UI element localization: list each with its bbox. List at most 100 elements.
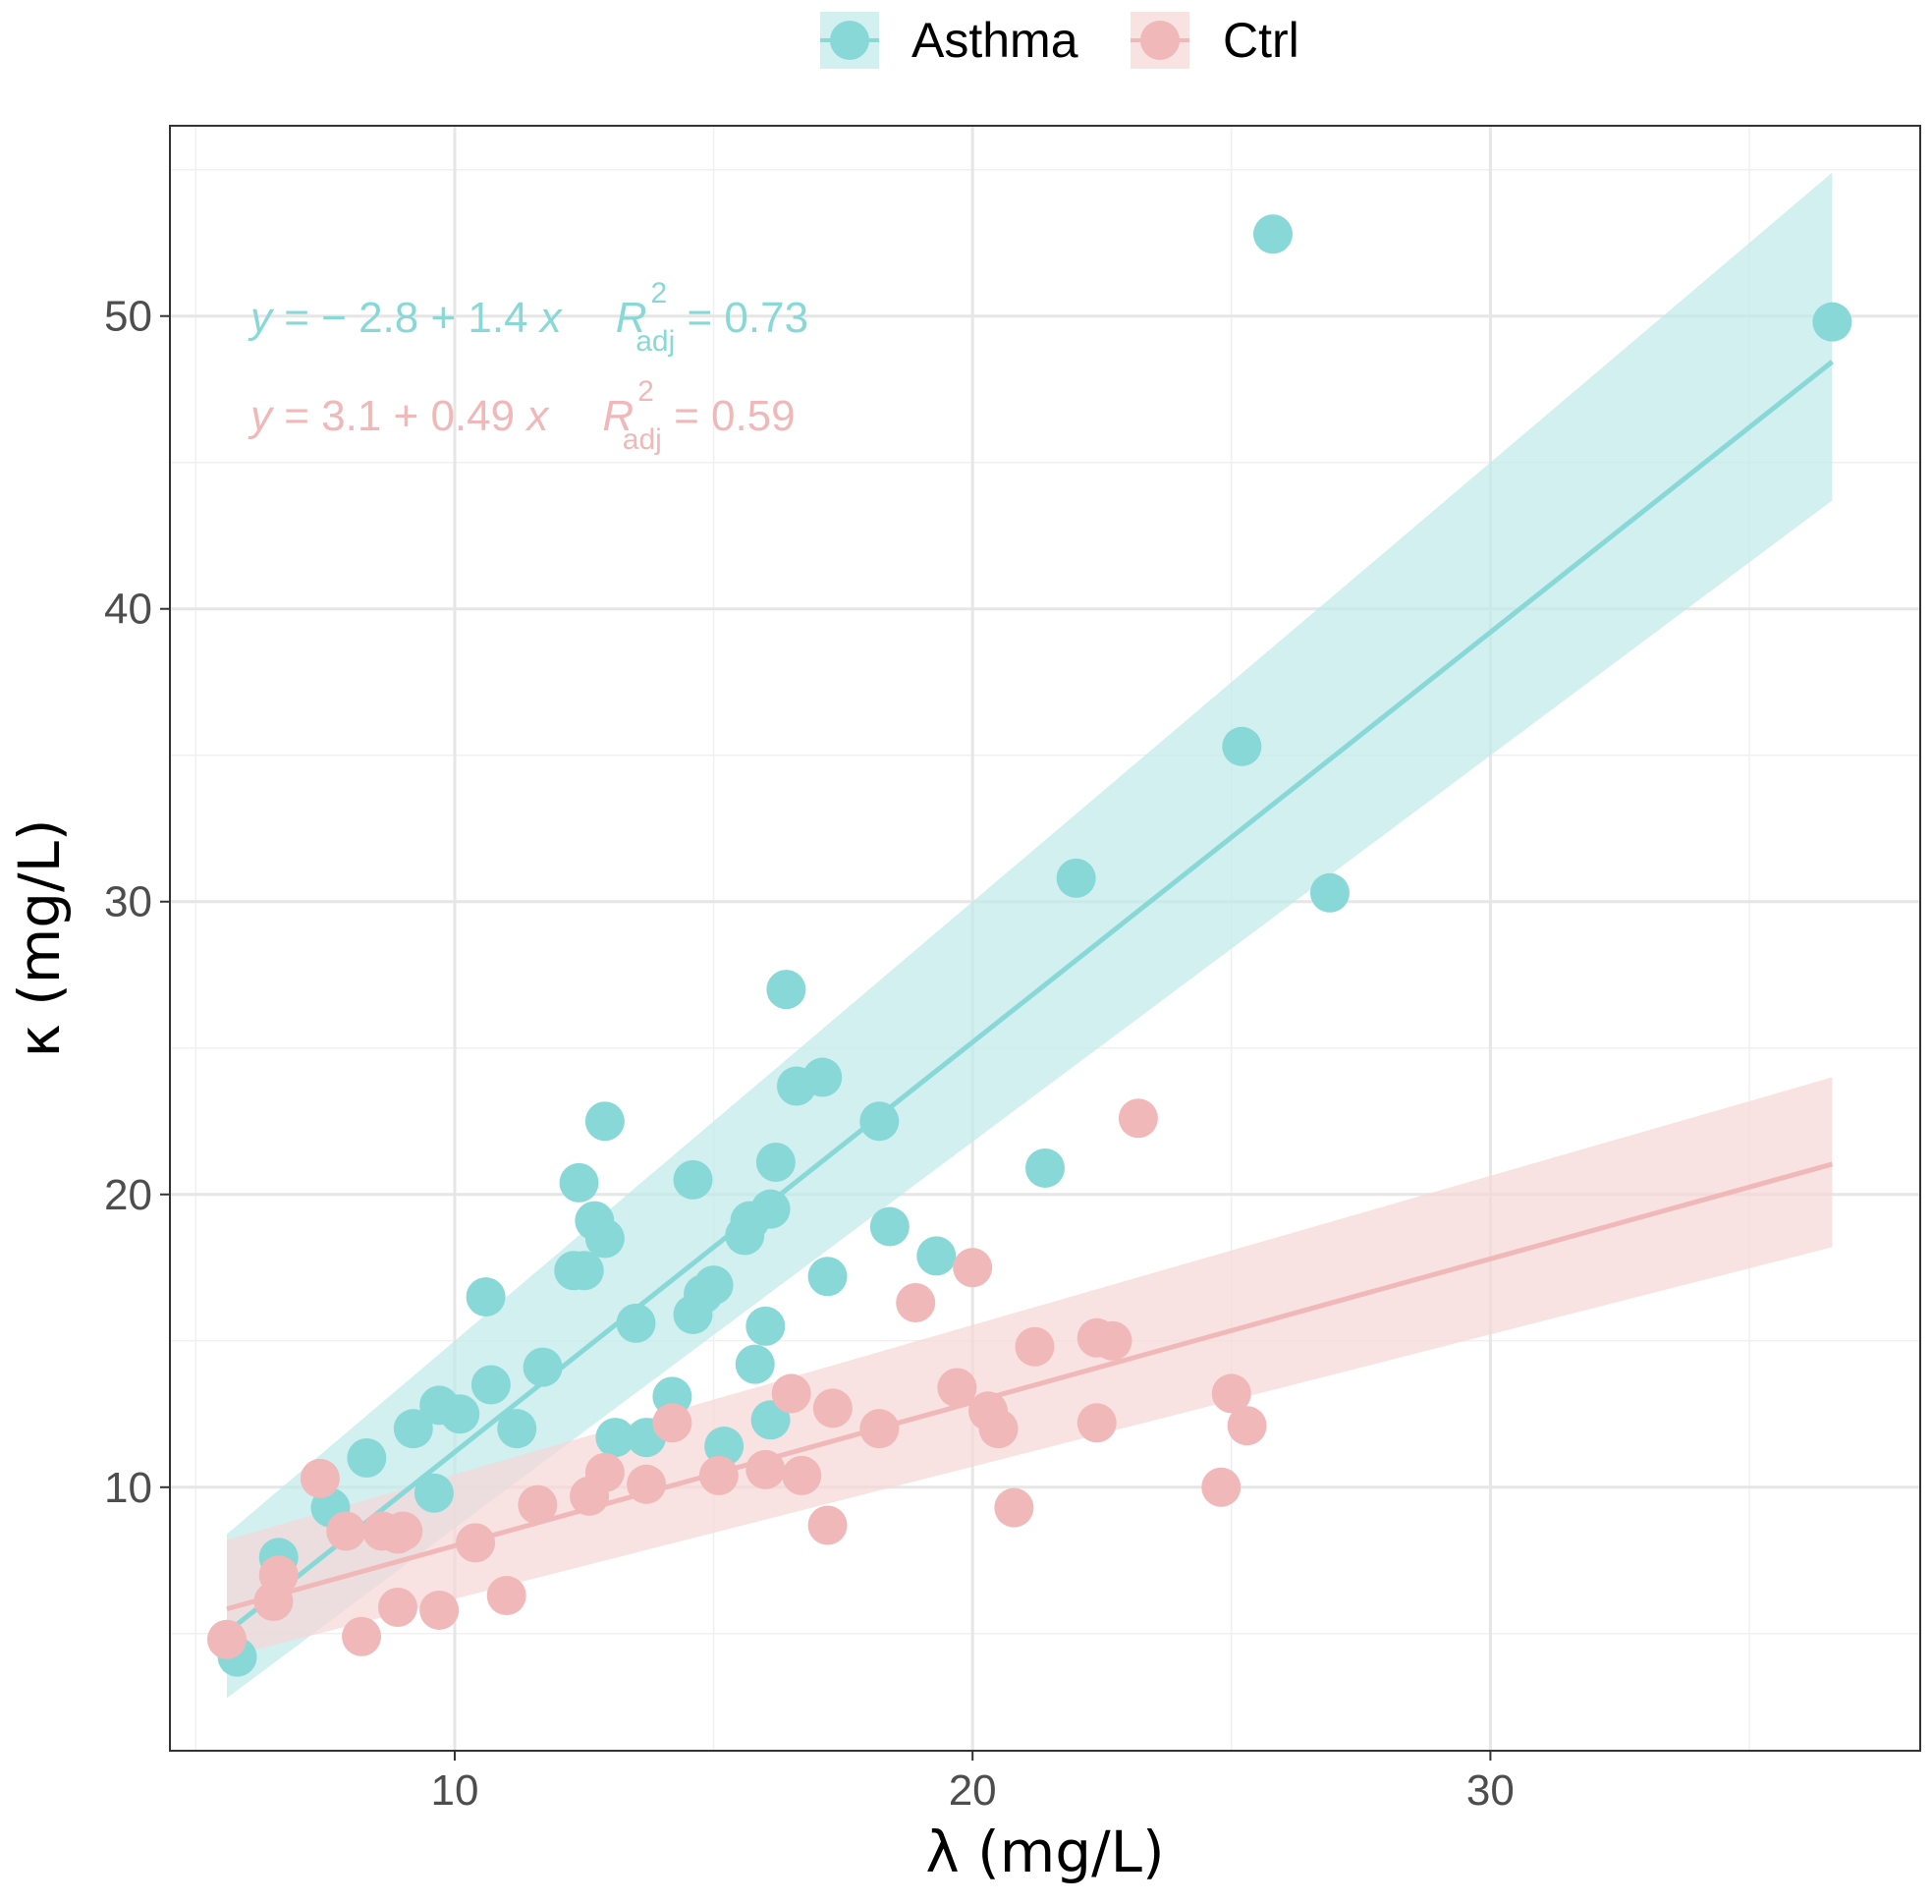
- data-point-ctrl: [342, 1616, 382, 1656]
- data-point-asthma: [497, 1409, 537, 1449]
- data-point-asthma: [470, 1365, 511, 1405]
- data-point-asthma: [564, 1251, 604, 1291]
- data-point-ctrl: [896, 1283, 936, 1323]
- data-point-asthma: [1025, 1148, 1065, 1188]
- regression-equations: y = − 2.8 + 1.4 x R2 adj = 0.73 y = 3.1 + …: [248, 277, 808, 456]
- data-point-asthma: [1252, 214, 1293, 254]
- legend-key-ctrl-point: [1140, 21, 1180, 60]
- data-points: [206, 214, 1852, 1677]
- equation-ctrl: y = 3.1 + 0.49 x R2 adj = 0.59: [248, 375, 796, 456]
- data-point-ctrl: [1118, 1098, 1158, 1139]
- data-point-asthma: [755, 1142, 796, 1182]
- data-point-asthma: [766, 970, 806, 1010]
- data-point-ctrl: [953, 1248, 993, 1288]
- data-point-asthma: [440, 1394, 480, 1434]
- equation-asthma-sub: adj: [635, 325, 675, 358]
- data-point-ctrl: [994, 1487, 1034, 1528]
- equation-asthma-lhs: y: [248, 294, 275, 342]
- data-point-asthma: [859, 1101, 900, 1142]
- data-point-ctrl: [978, 1409, 1019, 1449]
- fit-lines: [225, 360, 1834, 1635]
- y-tick-label: 20: [104, 1171, 152, 1219]
- data-point-ctrl: [486, 1576, 526, 1616]
- equation-asthma-var: x: [538, 294, 564, 342]
- y-axis-title: κ (mg/L): [6, 818, 73, 1057]
- data-point-asthma: [745, 1306, 786, 1346]
- data-point-ctrl: [326, 1511, 366, 1551]
- data-point-ctrl: [1227, 1406, 1267, 1446]
- data-point-ctrl: [383, 1511, 423, 1551]
- legend-item-asthma: Asthma: [820, 12, 1078, 69]
- equation-ctrl-sub: adj: [623, 423, 662, 456]
- x-tick-label: 10: [430, 1766, 478, 1815]
- data-point-asthma: [704, 1427, 745, 1467]
- data-point-ctrl: [771, 1373, 811, 1414]
- data-point-ctrl: [812, 1388, 853, 1428]
- equation-asthma: y = − 2.8 + 1.4 x R2 adj = 0.73: [248, 277, 808, 358]
- x-axis-title: λ (mg/L): [925, 1819, 1164, 1885]
- data-point-asthma: [869, 1206, 910, 1247]
- data-point-ctrl: [745, 1449, 786, 1489]
- data-point-ctrl: [456, 1523, 496, 1563]
- data-point-ctrl: [859, 1409, 900, 1449]
- data-point-asthma: [559, 1162, 599, 1203]
- data-point-ctrl: [518, 1484, 558, 1525]
- equation-ctrl-sup: 2: [637, 375, 654, 408]
- equation-ctrl-var: x: [524, 392, 550, 440]
- fit-line-asthma: [225, 360, 1834, 1635]
- data-point-ctrl: [937, 1368, 977, 1408]
- data-point-asthma: [595, 1418, 635, 1458]
- data-point-ctrl: [258, 1555, 299, 1596]
- equation-ctrl-value: = 0.59: [662, 392, 796, 440]
- data-point-asthma: [584, 1101, 625, 1142]
- equation-ctrl-r: R: [602, 392, 634, 440]
- data-point-asthma: [693, 1265, 734, 1306]
- data-point-asthma: [750, 1189, 791, 1229]
- data-point-ctrl: [627, 1464, 667, 1504]
- equation-ctrl-rhs: = 3.1 + 0.49: [272, 392, 526, 440]
- data-point-ctrl: [1211, 1373, 1251, 1414]
- data-point-asthma: [750, 1400, 791, 1440]
- data-point-ctrl: [1092, 1320, 1132, 1361]
- data-point-ctrl: [377, 1587, 417, 1627]
- data-point-asthma: [347, 1437, 387, 1478]
- data-point-asthma: [414, 1473, 454, 1513]
- legend: Asthma Ctrl: [820, 12, 1299, 69]
- plot-border: [169, 125, 1921, 1752]
- data-point-asthma: [1056, 858, 1096, 898]
- equation-asthma-r: R: [616, 294, 647, 342]
- data-point-asthma: [616, 1303, 656, 1343]
- data-point-ctrl: [652, 1403, 692, 1443]
- data-point-asthma: [1222, 726, 1262, 766]
- y-tick-label: 10: [104, 1464, 152, 1512]
- data-point-asthma: [916, 1236, 957, 1276]
- data-point-ctrl: [1201, 1467, 1242, 1507]
- x-tick-label: 30: [1466, 1766, 1515, 1815]
- data-point-ctrl: [782, 1455, 822, 1495]
- data-point-asthma: [735, 1344, 775, 1384]
- data-point-asthma: [1812, 302, 1852, 342]
- data-point-ctrl: [300, 1458, 340, 1498]
- data-point-ctrl: [1015, 1326, 1055, 1367]
- equation-ctrl-lhs: y: [248, 392, 275, 440]
- data-point-ctrl: [206, 1619, 247, 1659]
- data-point-ctrl: [1076, 1403, 1117, 1443]
- y-tick-label: 50: [104, 293, 152, 341]
- data-point-asthma: [466, 1277, 506, 1317]
- equation-asthma-value: = 0.73: [675, 294, 808, 342]
- data-point-asthma: [673, 1159, 713, 1200]
- legend-item-ctrl: Ctrl: [1131, 12, 1299, 69]
- data-point-ctrl: [419, 1590, 460, 1630]
- data-point-ctrl: [698, 1455, 739, 1495]
- confidence-band-ctrl: [226, 1077, 1833, 1657]
- data-point-asthma: [1309, 872, 1350, 913]
- data-point-ctrl: [807, 1505, 848, 1545]
- data-point-asthma: [523, 1347, 563, 1387]
- x-axis: 10 20 30: [430, 1751, 1515, 1815]
- data-point-asthma: [584, 1218, 625, 1259]
- data-point-asthma: [807, 1257, 848, 1297]
- y-axis: 10 20 30 40 50: [104, 293, 170, 1512]
- equation-asthma-sup: 2: [651, 277, 668, 309]
- y-tick-label: 40: [104, 586, 152, 634]
